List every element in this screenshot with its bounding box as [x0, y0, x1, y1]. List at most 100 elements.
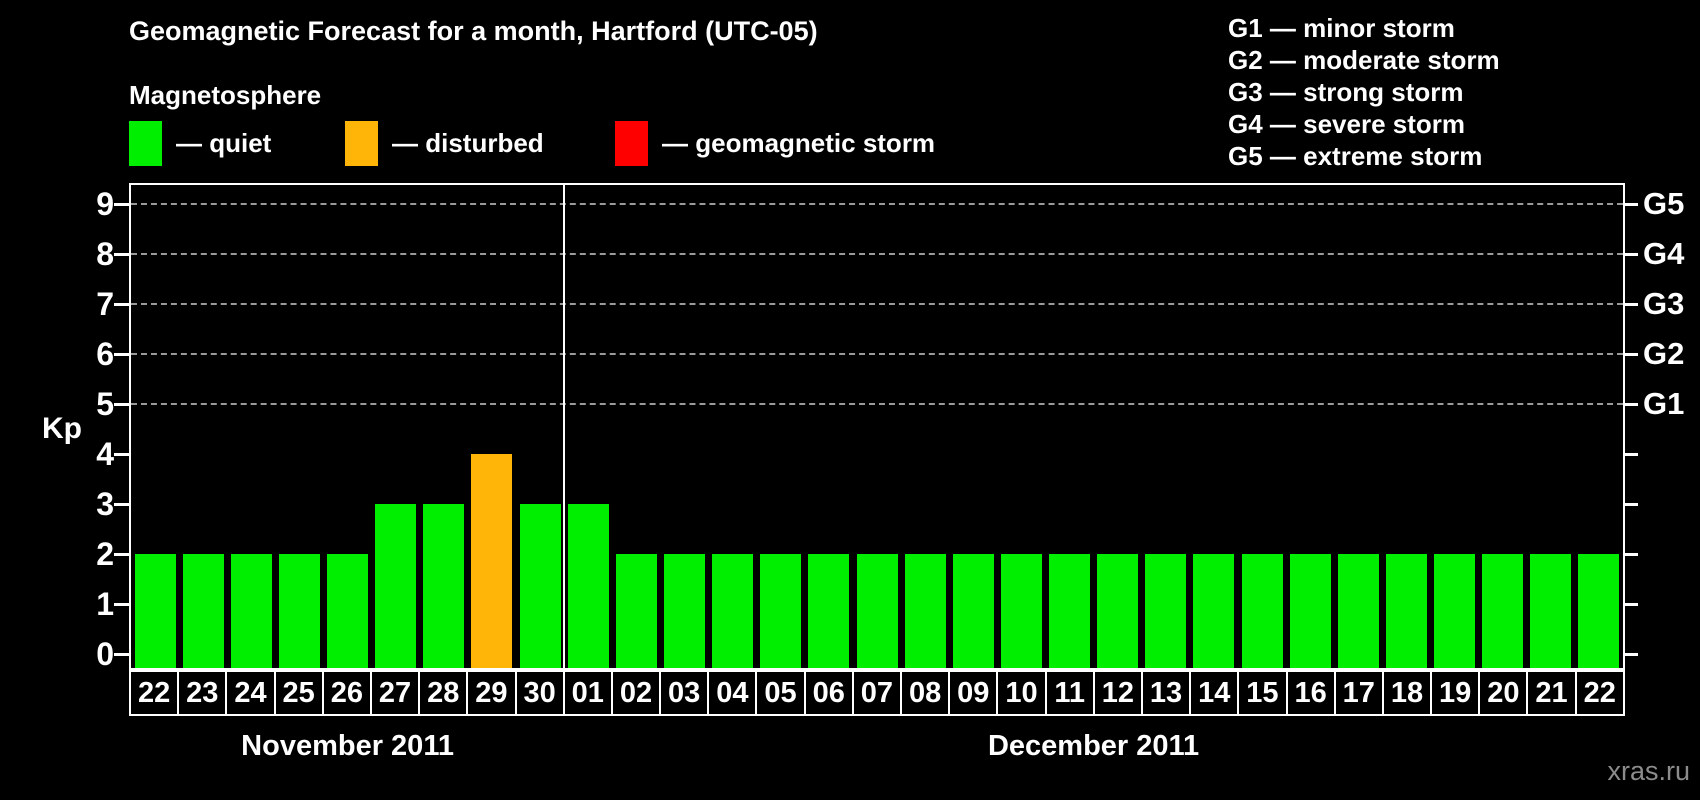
x-axis-day-labels: 22 23 24 25 26 27 28 29 30 01 02 03 04 05 06 07 08 09 10 11…: [129, 670, 1625, 716]
day-label-14: 14: [1189, 670, 1240, 716]
g-axis-label-G2: G2: [1643, 336, 1685, 371]
right-tick-kp-7: [1623, 303, 1638, 306]
kp-bar-day-17: [1337, 554, 1379, 668]
storm-scale-line-4: G4 — severe storm: [1228, 109, 1466, 139]
day-label-15: 15: [1237, 670, 1288, 716]
y-axis-title: Kp: [42, 412, 82, 445]
magnetosphere-subtitle: Magnetosphere: [129, 80, 322, 110]
y-tick-label-0: 0: [96, 636, 114, 672]
kp-bar-day-18: [1385, 554, 1427, 668]
kp-bar-day-14: [1193, 554, 1235, 668]
kp-bar-day-11: [1049, 554, 1091, 668]
storm-scale-line-5: G5 — extreme storm: [1228, 141, 1483, 171]
left-tick-kp-0: [114, 653, 129, 656]
left-tick-kp-7: [114, 303, 129, 306]
left-tick-kp-2: [114, 553, 129, 556]
kp-bar-day-22: [134, 554, 176, 668]
g-axis-label-G1: G1: [1643, 386, 1685, 421]
kp-bar-day-30: [519, 504, 561, 668]
day-label-16: 16: [1285, 670, 1336, 716]
day-label-19: 19: [1430, 670, 1481, 716]
month-labels: November 2011 December 2011: [0, 730, 1700, 770]
day-label-13: 13: [1140, 670, 1192, 716]
day-label-17: 17: [1333, 670, 1384, 716]
kp-bar-day-15: [1241, 554, 1283, 668]
kp-bar-day-19: [1434, 554, 1476, 668]
day-label-29: 29: [466, 670, 517, 716]
left-tick-kp-8: [114, 253, 129, 256]
kp-bar-day-20: [1482, 554, 1524, 668]
day-label-04: 04: [707, 670, 758, 716]
right-tick-kp-6: [1623, 353, 1638, 356]
right-tick-kp-1: [1623, 603, 1638, 606]
day-label-21: 21: [1526, 670, 1577, 716]
month-label-december: December 2011: [987, 730, 1200, 762]
y-tick-label-5: 5: [96, 386, 114, 422]
day-label-09: 09: [948, 670, 999, 716]
legend-item-storm: — geomagnetic storm: [615, 120, 935, 167]
kp-bar-day-10: [1000, 554, 1042, 668]
kp-bar-day-05: [760, 554, 802, 668]
storm-scale-line-1: G1 — minor storm: [1228, 13, 1455, 43]
right-tick-kp-2: [1623, 553, 1638, 556]
kp-bar-day-06: [808, 554, 850, 668]
gridline-kp-7: [131, 303, 1623, 305]
storm-scale-line-3: G3 — strong storm: [1228, 77, 1464, 107]
day-label-24: 24: [225, 670, 276, 716]
y-tick-label-8: 8: [96, 236, 114, 272]
y-tick-label-6: 6: [96, 336, 114, 372]
kp-bar-day-24: [230, 554, 272, 668]
magnetosphere-legend: — quiet — disturbed — geomagnetic storm: [0, 120, 1700, 167]
kp-bar-day-08: [904, 554, 946, 668]
kp-bar-day-25: [278, 554, 320, 668]
legend-swatch-storm: [615, 121, 648, 166]
kp-bar-day-16: [1289, 554, 1331, 668]
g-axis-label-G4: G4: [1643, 236, 1685, 271]
month-label-november: November 2011: [241, 730, 454, 762]
kp-bar-day-29: [471, 454, 513, 668]
right-tick-kp-8: [1623, 253, 1638, 256]
legend-label-disturbed: — disturbed: [392, 128, 544, 158]
day-label-03: 03: [659, 670, 710, 716]
left-tick-kp-3: [114, 503, 129, 506]
y-tick-label-1: 1: [96, 586, 114, 622]
y-tick-label-7: 7: [96, 286, 114, 322]
right-tick-kp-3: [1623, 503, 1638, 506]
left-tick-kp-5: [114, 403, 129, 406]
kp-bar-day-22: [1578, 554, 1620, 668]
kp-bar-day-07: [856, 554, 898, 668]
day-label-05: 05: [755, 670, 806, 716]
kp-bar-day-27: [375, 504, 417, 668]
kp-bar-day-23: [182, 554, 224, 668]
right-tick-kp-4: [1623, 453, 1638, 456]
right-tick-kp-5: [1623, 403, 1638, 406]
day-label-28: 28: [418, 670, 469, 716]
gridline-kp-8: [131, 253, 1623, 255]
day-label-23: 23: [177, 670, 228, 716]
day-label-25: 25: [273, 670, 324, 716]
y-tick-label-9: 9: [96, 186, 114, 222]
kp-bar-day-21: [1530, 554, 1572, 668]
day-label-10: 10: [996, 670, 1047, 716]
g-axis-label-G5: G5: [1643, 186, 1685, 221]
right-tick-kp-0: [1623, 653, 1638, 656]
legend-swatch-quiet: [129, 121, 162, 166]
kp-bar-day-02: [615, 554, 657, 668]
kp-bar-day-04: [712, 554, 754, 668]
day-label-26: 26: [321, 670, 372, 716]
day-label-18: 18: [1381, 670, 1433, 716]
kp-bar-day-12: [1097, 554, 1139, 668]
left-tick-kp-1: [114, 603, 129, 606]
day-label-11: 11: [1044, 670, 1095, 716]
watermark: xras.ru: [1607, 756, 1690, 786]
legend-swatch-disturbed: [345, 121, 378, 166]
kp-bar-day-03: [663, 554, 705, 668]
day-label-22: 22: [1574, 670, 1625, 716]
day-label-02: 02: [610, 670, 662, 716]
legend-label-storm: — geomagnetic storm: [662, 128, 936, 158]
left-tick-kp-6: [114, 353, 129, 356]
page-title: Geomagnetic Forecast for a month, Hartfo…: [129, 16, 818, 46]
legend-item-quiet: — quiet: [129, 120, 271, 167]
day-label-22: 22: [129, 670, 180, 716]
